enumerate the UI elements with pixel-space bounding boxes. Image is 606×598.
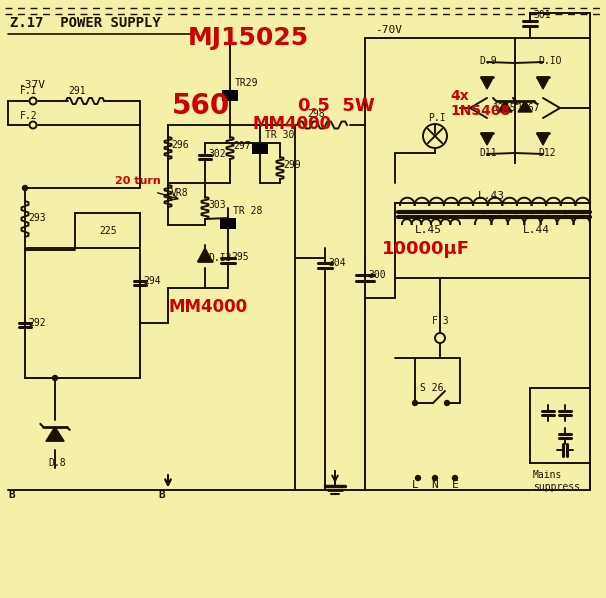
Text: -70V: -70V <box>375 25 402 35</box>
Text: MM4000: MM4000 <box>168 298 247 316</box>
Text: -37V: -37V <box>18 80 45 90</box>
Bar <box>222 90 238 100</box>
Circle shape <box>413 401 418 405</box>
Polygon shape <box>481 77 493 89</box>
Text: VR8: VR8 <box>171 188 188 198</box>
Text: 301: 301 <box>533 10 551 20</box>
Text: 291: 291 <box>68 86 85 96</box>
Text: 10000μF: 10000μF <box>382 240 470 258</box>
Text: Z.17  POWER SUPPLY: Z.17 POWER SUPPLY <box>10 16 161 30</box>
Text: 1267: 1267 <box>517 103 541 113</box>
Text: F.3: F.3 <box>432 316 450 326</box>
Polygon shape <box>46 427 64 441</box>
Text: 297: 297 <box>233 141 251 151</box>
Polygon shape <box>198 248 212 261</box>
Text: 294: 294 <box>143 276 161 286</box>
Text: B: B <box>8 490 15 500</box>
Text: D.I3: D.I3 <box>208 253 231 263</box>
Bar <box>220 218 236 228</box>
Text: 292: 292 <box>28 318 45 328</box>
Text: N: N <box>431 480 438 490</box>
Bar <box>75 213 140 248</box>
Text: D.8: D.8 <box>48 458 65 468</box>
Text: 560: 560 <box>172 92 230 120</box>
Text: 1265: 1265 <box>493 103 516 113</box>
Text: 4x: 4x <box>450 89 469 103</box>
Text: 303: 303 <box>208 200 225 210</box>
Text: 293: 293 <box>28 213 45 223</box>
Text: 298: 298 <box>307 109 325 119</box>
Circle shape <box>22 185 27 191</box>
Text: 296: 296 <box>171 140 188 150</box>
Text: TR 30: TR 30 <box>265 130 295 140</box>
Polygon shape <box>481 133 493 145</box>
Text: P.I: P.I <box>428 113 445 123</box>
Text: 304: 304 <box>328 258 345 268</box>
Text: 300: 300 <box>368 270 385 280</box>
Text: L: L <box>411 480 418 490</box>
Text: F.I: F.I <box>20 86 38 96</box>
Bar <box>252 142 268 154</box>
Bar <box>395 203 590 278</box>
Text: 302: 302 <box>208 149 225 159</box>
Text: L.43: L.43 <box>478 191 505 201</box>
Text: TR29: TR29 <box>235 78 259 88</box>
Text: B: B <box>158 490 165 500</box>
Text: MM4000: MM4000 <box>252 115 331 133</box>
Text: Mains
suppress: Mains suppress <box>533 470 580 492</box>
Polygon shape <box>537 133 549 145</box>
Text: 20 turn: 20 turn <box>115 176 161 186</box>
Text: E: E <box>451 480 458 490</box>
Bar <box>530 388 590 463</box>
Text: MJ15025: MJ15025 <box>188 26 309 50</box>
Text: 1N5408: 1N5408 <box>450 104 510 118</box>
Circle shape <box>416 475 421 481</box>
Text: L.44: L.44 <box>523 225 550 235</box>
Polygon shape <box>537 77 549 89</box>
Text: 225: 225 <box>99 226 116 236</box>
Polygon shape <box>498 101 512 112</box>
Text: TR 28: TR 28 <box>233 206 262 216</box>
Text: D12: D12 <box>538 148 556 158</box>
Text: D11: D11 <box>479 148 497 158</box>
Text: 299: 299 <box>283 160 301 170</box>
Circle shape <box>53 376 58 380</box>
Circle shape <box>444 401 450 405</box>
Circle shape <box>453 475 458 481</box>
Text: 295: 295 <box>231 252 248 262</box>
Text: 0.5  5W: 0.5 5W <box>298 97 375 115</box>
Text: D.IO: D.IO <box>538 56 562 66</box>
Text: F.2: F.2 <box>20 111 38 121</box>
Polygon shape <box>518 101 532 112</box>
Text: S 26: S 26 <box>420 383 444 393</box>
Circle shape <box>433 475 438 481</box>
Text: L.45: L.45 <box>415 225 442 235</box>
Text: D.9: D.9 <box>479 56 497 66</box>
